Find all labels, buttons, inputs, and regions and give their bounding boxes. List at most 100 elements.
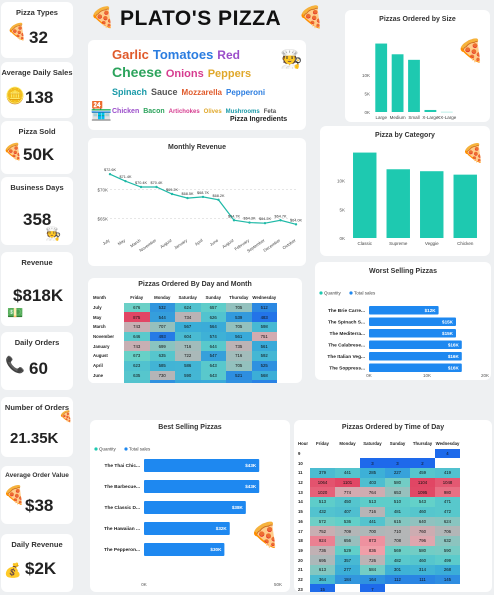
row-label: 12: [296, 477, 310, 488]
table-row: 14 513 450 513 510 543 471: [296, 497, 460, 507]
heat-cell: 529: [335, 545, 360, 556]
y-tick-label: 0K: [364, 110, 370, 115]
x-tick-label: July: [102, 237, 112, 246]
data-label: $64.0K: [290, 218, 303, 222]
x-tick-label: Medium: [390, 115, 406, 120]
row-label: 22: [296, 574, 310, 585]
heat-cell: 624: [175, 302, 201, 313]
y-tick-label: The Calabrese...: [328, 342, 365, 348]
heat-cell: 15: [310, 584, 335, 592]
heat-cell: 613: [310, 564, 335, 575]
heat-cell: 459: [410, 468, 435, 478]
y-tick-label: The Italian Veg...: [327, 354, 365, 360]
heat-cell: 481: [385, 506, 410, 517]
table-row: November 646 493 604 574 561 751: [91, 331, 277, 342]
ingredient-word: Cheese: [112, 64, 162, 80]
table-row: 12 1064 1101 403 580 1104 1048: [296, 477, 460, 488]
y-tick-label: 10K: [337, 179, 345, 184]
chart-title: Pizzas Ordered by Time of Day: [341, 424, 445, 431]
heat-cell: 710: [385, 526, 410, 536]
ingredient-word: Mozzarella: [181, 88, 223, 97]
table-row: April 623 585 586 643 705 525: [91, 360, 277, 371]
kpi-business-days: Business Days 358 🧑‍🍳: [1, 177, 73, 245]
heat-cell: 561: [251, 341, 277, 352]
kpi-value: 50K: [23, 145, 55, 164]
table-row: August 673 635 722 547 716 592: [91, 351, 277, 361]
kpi-value: 32: [29, 28, 48, 47]
x-tick-label: Large: [375, 115, 387, 120]
heat-cell: 441: [360, 516, 385, 527]
heatmap-table: Hour Friday Monday Saturday Sunday Thursday We…: [296, 439, 460, 592]
data-point: [155, 185, 158, 189]
heat-cell: 716: [175, 341, 201, 352]
heat-cell: 695: [310, 555, 335, 565]
row-label: February: [91, 380, 124, 383]
ingredient-word: Peppers: [207, 68, 252, 80]
heat-cell: 1095: [410, 487, 435, 498]
row-label: April: [91, 360, 124, 371]
heat-cell: 483: [251, 312, 277, 323]
heat-cell: 493: [149, 331, 175, 342]
kpi-label: Average Daily Sales: [1, 68, 73, 77]
heat-cell: 285: [360, 468, 385, 478]
heat-cell: 632: [435, 535, 460, 546]
bar: [369, 363, 462, 372]
table-row: May 875 544 734 626 539 483: [91, 312, 277, 323]
heat-cell: 722: [175, 351, 201, 361]
heat-cell: [410, 584, 435, 592]
heat-cell: 653: [385, 487, 410, 498]
bar: [386, 169, 410, 238]
heat-cell: 145: [435, 574, 460, 585]
category-panel: Pizza by Category 0K 5K 10K Classic Supreme V…: [320, 126, 490, 256]
phone-icon: 📞: [5, 357, 25, 374]
legend-label: Total sales: [354, 291, 376, 296]
legend-swatch-sales: [124, 447, 128, 451]
best-selling-chart: Quantity Total sales The Thai Chic... $43K T…: [94, 447, 282, 587]
heat-cell: 590: [435, 545, 460, 556]
header-row: Hour Friday Monday Saturday Sunday Thursday We…: [296, 439, 460, 449]
data-label: $32K: [216, 526, 228, 531]
ingredient-word: Garlic: [112, 47, 149, 62]
heat-cell: 626: [200, 312, 226, 323]
heat-cell: 676: [124, 302, 150, 313]
heat-cell: 774: [335, 487, 360, 498]
heat-cell: 640: [410, 516, 435, 527]
y-tick-label: The Classic D...: [105, 505, 140, 511]
x-tick-label: May: [117, 237, 127, 246]
heat-cell: [385, 584, 410, 592]
column-header: Sunday: [200, 293, 226, 303]
table-row: 23 15 7: [296, 584, 460, 592]
heat-cell: 1020: [310, 487, 335, 498]
heat-cell: 574: [200, 331, 226, 342]
column-header: Wednesday: [435, 439, 460, 449]
heat-cell: 379: [310, 468, 335, 478]
heat-cell: 419: [435, 468, 460, 478]
ingredient-word: Onions: [165, 68, 204, 80]
data-label: $30K: [210, 547, 222, 552]
heat-cell: 751: [251, 331, 277, 342]
heat-cell: 646: [124, 331, 150, 342]
row-label: 13: [296, 487, 310, 498]
heat-cell: 482: [385, 555, 410, 565]
heat-cell: 301: [385, 564, 410, 575]
data-label: $69.2K: [166, 188, 179, 192]
pizza-slice-icon: 🍕: [59, 411, 73, 423]
bar: [144, 480, 260, 493]
day-month-heatmap: Month Friday Monday Saturday Sunday Thursday W…: [91, 293, 301, 383]
kpi-value: 138: [25, 88, 54, 107]
x-tick-label: 0K: [141, 582, 147, 587]
heat-cell: 924: [310, 535, 335, 546]
heat-cell: 706: [435, 526, 460, 536]
heat-cell: 604: [175, 331, 201, 342]
heat-cell: 705: [226, 322, 252, 332]
bar: [144, 501, 246, 514]
heat-cell: 736: [310, 545, 335, 556]
x-tick-label: Chicken: [457, 241, 474, 246]
kpi-label: Average Order Value: [5, 472, 69, 479]
y-tick-label: $65K: [97, 217, 108, 222]
heat-cell: [435, 584, 460, 592]
x-tick-label: November: [138, 237, 157, 253]
row-header: Month: [91, 293, 124, 303]
ingredient-word: Sauce: [151, 87, 178, 97]
pizza-icon: 🍕: [298, 6, 325, 29]
